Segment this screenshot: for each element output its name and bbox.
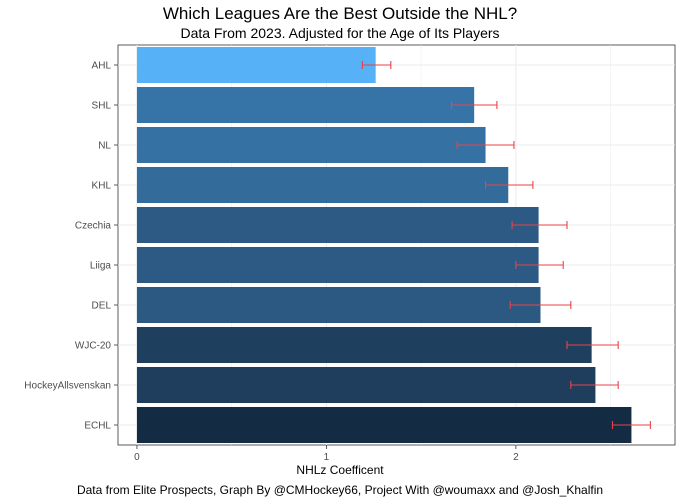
bar-khl bbox=[136, 167, 509, 203]
x-axis: 0 1 2 bbox=[134, 445, 519, 463]
error-bar bbox=[361, 61, 392, 69]
bar-hockeyallsvenskan bbox=[136, 367, 596, 403]
error-bar bbox=[509, 301, 572, 309]
error-bar bbox=[566, 341, 619, 349]
x-tick-label: 0 bbox=[134, 452, 140, 463]
error-bar bbox=[570, 381, 619, 389]
bar-liiga bbox=[136, 247, 539, 283]
y-tick-label: HockeyAllsvenskan bbox=[24, 381, 111, 392]
y-tick-label: Czechia bbox=[75, 221, 112, 232]
bar-nl bbox=[136, 127, 486, 163]
y-tick-label: Liiga bbox=[90, 261, 112, 272]
chart-caption: Data from Elite Prospects, Graph By @CMH… bbox=[76, 483, 604, 497]
bar-del bbox=[136, 287, 541, 323]
chart-subtitle: Data From 2023. Adjusted for the Age of … bbox=[180, 25, 500, 41]
x-axis-label: NHLz Coefficent bbox=[296, 463, 384, 477]
bar-echl bbox=[136, 407, 632, 443]
bar-shl bbox=[136, 87, 475, 123]
error-bar bbox=[511, 221, 568, 229]
error-bar bbox=[484, 181, 534, 189]
error-bars-layer bbox=[361, 61, 651, 429]
y-tick-label: AHL bbox=[92, 61, 112, 72]
y-tick-label: DEL bbox=[92, 301, 112, 312]
y-axis: AHL SHL NL KHL Czechia Liiga DEL WJC-20 HockeyAl… bbox=[24, 61, 118, 432]
y-tick-label: ECHL bbox=[84, 421, 111, 432]
x-tick-label: 1 bbox=[324, 452, 330, 463]
chart-title: Which Leagues Are the Best Outside the N… bbox=[162, 4, 518, 23]
y-tick-label: SHL bbox=[92, 101, 112, 112]
error-bar bbox=[456, 141, 515, 149]
bar-czechia bbox=[136, 207, 539, 243]
y-tick-label: NL bbox=[98, 141, 111, 152]
error-bar bbox=[515, 261, 564, 269]
y-tick-label: KHL bbox=[92, 181, 112, 192]
error-bar bbox=[611, 421, 651, 429]
bars-layer bbox=[136, 47, 632, 443]
bar-ahl bbox=[136, 47, 376, 83]
x-tick-label: 2 bbox=[513, 452, 519, 463]
y-tick-label: WJC-20 bbox=[75, 341, 112, 352]
bar-wjc-20 bbox=[136, 327, 592, 363]
error-bar bbox=[450, 101, 498, 109]
